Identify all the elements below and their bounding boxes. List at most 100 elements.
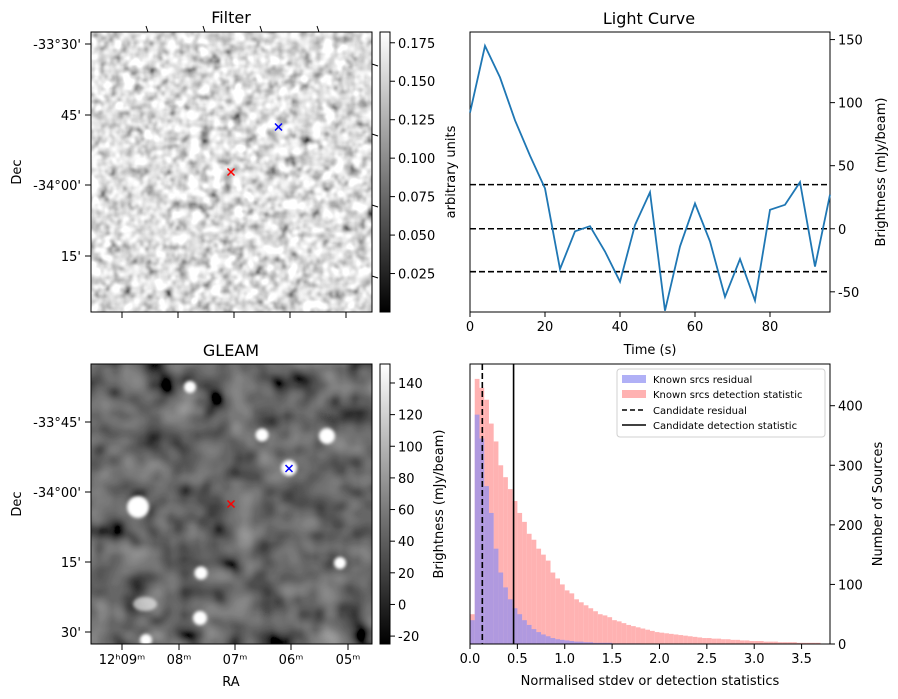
legend-label: Known srcs residual xyxy=(653,375,752,386)
histogram-bar xyxy=(526,624,532,644)
lightcurve-xlabel: Time (s) xyxy=(623,343,677,358)
gleam-ytick-label: 15' xyxy=(61,556,81,571)
histogram-bar xyxy=(531,629,537,644)
histogram-bar xyxy=(664,633,669,644)
colorbar-tick-label: 120 xyxy=(398,409,423,424)
gleam-xtick-label: 08ᵐ xyxy=(167,653,192,668)
histogram-bar xyxy=(801,642,807,644)
histogram-bar xyxy=(503,477,508,644)
histogram-bar xyxy=(602,615,608,644)
colorbar-tick-label: 60 xyxy=(398,504,415,519)
histogram-bar xyxy=(569,641,575,644)
histogram-bar xyxy=(564,640,570,644)
histogram-xticks: 0.0 0.5 1.0 1.5 2.0 2.5 3.0 3.5 xyxy=(460,644,812,667)
gleam-source xyxy=(193,611,207,625)
histogram-bar xyxy=(697,637,703,644)
histogram-bar xyxy=(796,642,802,644)
lightcurve-xtick-label: 40 xyxy=(612,320,629,335)
legend-label: Candidate residual xyxy=(653,406,747,417)
lightcurve-ylabel-right: Brightness (mJy/beam) xyxy=(874,98,889,247)
histogram-bar xyxy=(479,438,485,644)
histogram-bar xyxy=(626,624,632,644)
filter-frame xyxy=(90,31,373,313)
lightcurve-ytick-label: -50 xyxy=(838,286,859,301)
histogram-bar xyxy=(526,533,532,644)
histogram-bar xyxy=(503,587,508,644)
colorbar-tick-label: 0.125 xyxy=(398,114,435,129)
histogram-bar xyxy=(631,626,636,644)
histogram-bar xyxy=(555,578,560,644)
histogram-bar xyxy=(659,632,665,644)
histogram-bar xyxy=(597,642,603,644)
histogram-bar xyxy=(517,512,523,644)
histogram-bar xyxy=(683,635,688,644)
histogram-bar xyxy=(773,641,778,644)
gleam-source xyxy=(140,634,152,646)
histogram-bar xyxy=(512,501,518,644)
gleam-markers xyxy=(226,464,294,509)
gleam-source xyxy=(334,557,346,569)
gleam-xlabel: RA xyxy=(222,675,240,690)
histogram-bar xyxy=(716,638,722,644)
colorbar-tick-label: 0.050 xyxy=(398,229,435,244)
histogram-ytick-label: 0 xyxy=(838,638,846,653)
legend-label: Candidate detection statistic xyxy=(653,421,797,432)
histogram-bar xyxy=(777,642,783,644)
histogram-bar xyxy=(498,465,504,644)
histogram-bar xyxy=(560,584,565,644)
histogram-panel: 0.0 0.5 1.0 1.5 2.0 2.5 3.0 3.5 0 100 200 300 400 N… xyxy=(460,363,886,689)
gleam-source xyxy=(319,428,335,444)
histogram-xtick-label: 1.5 xyxy=(602,652,623,667)
histogram-bar xyxy=(531,539,537,644)
histogram-bar xyxy=(730,639,736,644)
histogram-bar xyxy=(583,642,589,644)
gleam-xtick-label: 05ᵐ xyxy=(336,653,361,668)
gleam-frame xyxy=(90,363,373,645)
lightcurve-xtick-label: 80 xyxy=(762,320,779,335)
gleam-source xyxy=(184,381,196,393)
histogram-bar xyxy=(522,620,527,644)
histogram-bar xyxy=(541,634,546,644)
histogram-bar xyxy=(687,636,693,644)
lightcurve-hlines xyxy=(470,183,830,273)
histogram-bar xyxy=(668,633,674,644)
gleam-ytick-label: -34°00' xyxy=(33,486,81,501)
histogram-xtick-label: 1.0 xyxy=(554,652,575,667)
colorbar-tick-label: 140 xyxy=(398,377,423,392)
histogram-yticks: 0 100 200 300 400 xyxy=(830,400,863,653)
histogram-bar xyxy=(702,638,707,644)
filter-ytick-label: 45' xyxy=(61,109,81,124)
histogram-xtick-label: 3.5 xyxy=(791,652,812,667)
colorbar-tick-label: -20 xyxy=(398,630,419,645)
gleam-ytick-labels: -33°45' -34°00' 15' 30' xyxy=(33,416,81,641)
filter-ytick-labels: -33°30' 45' -34°00' 15' xyxy=(33,38,81,265)
filter-title: Filter xyxy=(211,8,251,27)
lightcurve-ylabel-left: arbitrary units xyxy=(444,125,459,218)
colorbar-tick-label: 0.100 xyxy=(398,152,435,167)
filter-ytick-label: -33°30' xyxy=(33,38,81,53)
histogram-bar xyxy=(597,614,603,644)
histogram-frame xyxy=(469,363,831,645)
histogram-legend: Known srcs residual Known srcs detection… xyxy=(616,368,826,438)
histogram-candidate-lines xyxy=(481,364,515,644)
filter-colorbar-ticks: 0.175 0.150 0.125 0.100 0.075 0.050 0.025 xyxy=(390,37,435,283)
filter-panel: Filter Dec -33°30' 45' -34°00' 15' 0 xyxy=(10,8,435,318)
lightcurve-title: Light Curve xyxy=(603,9,695,28)
histogram-bar xyxy=(574,599,579,644)
filter-ytick-label: -34°00' xyxy=(33,179,81,194)
gleam-colorbar-label: Brightness (mJy/beam) xyxy=(432,430,447,579)
histogram-bar xyxy=(725,639,731,644)
lightcurve-xtick-label: 20 xyxy=(537,320,554,335)
histogram-bar xyxy=(645,629,650,644)
histogram-bar xyxy=(635,627,641,644)
histogram-bar xyxy=(493,548,499,644)
histogram-bar xyxy=(678,635,684,644)
lightcurve-series-line xyxy=(469,43,831,311)
histogram-bar xyxy=(763,641,769,644)
histogram-bar xyxy=(569,593,575,644)
colorbar-tick-label: 40 xyxy=(398,535,415,550)
colorbar-tick-label: 0.150 xyxy=(398,75,435,90)
histogram-ytick-label: 200 xyxy=(838,519,863,534)
histogram-bar xyxy=(650,630,655,644)
legend-swatch-residual xyxy=(622,375,646,383)
